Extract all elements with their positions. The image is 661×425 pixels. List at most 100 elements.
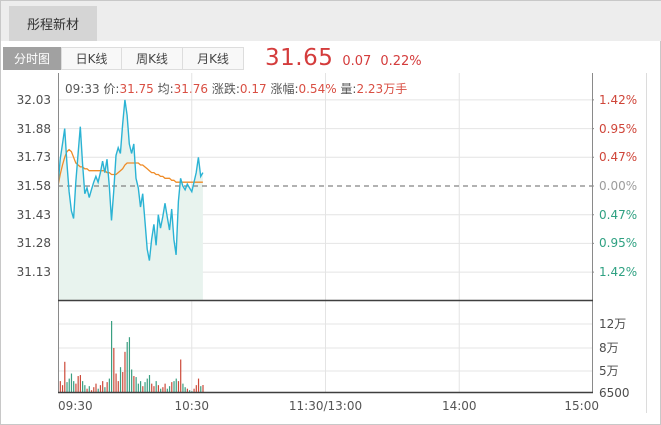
percent-axis-label: 0.95% (599, 236, 638, 251)
volume-bar (82, 381, 84, 393)
readout-segment: 09:33 (65, 82, 104, 96)
tab-weekly-kline[interactable]: 周K线 (122, 47, 183, 70)
volume-bar (186, 388, 188, 393)
time-axis-label: 11:30/13:00 (288, 399, 363, 413)
volume-bar (61, 385, 64, 393)
volume-axis-label: 12万 (599, 317, 627, 331)
tab-minute-chart[interactable]: 分时图 (3, 47, 61, 70)
last-price: 31.65 (265, 45, 334, 71)
volume-bar (90, 390, 93, 393)
price-axis-label: 31.58 (16, 179, 51, 193)
volume-bar (173, 381, 175, 393)
readout-segment: 均: (157, 82, 174, 96)
stock-name-tab[interactable]: 彤程新材 (9, 6, 97, 41)
window-title-strip: 彤程新材 (1, 1, 661, 41)
readout-segment: 31.75 (119, 82, 158, 96)
percent-axis-label: 0.47% (599, 207, 638, 222)
volume-bar (153, 386, 155, 393)
percent-axis-label: 0.47% (599, 150, 638, 165)
volume-bar (189, 390, 191, 393)
intraday-chart-canvas[interactable] (58, 73, 594, 394)
volume-bar (171, 382, 173, 393)
volume-bar (162, 387, 164, 393)
right-column-divider (646, 73, 647, 413)
readout-segment: 涨跌: (211, 82, 240, 96)
volume-bar (68, 378, 70, 393)
volume-bar (177, 381, 180, 393)
readout-segment: 量: (340, 82, 357, 96)
price-axis-label: 31.88 (16, 121, 51, 136)
price-change-percent: 0.22% (380, 54, 422, 69)
readout-segment: 价: (103, 82, 120, 96)
volume-bar (64, 361, 66, 393)
tab-daily-kline[interactable]: 日K线 (61, 47, 122, 70)
volume-bar (195, 385, 197, 393)
volume-bar (193, 388, 195, 393)
volume-bar (86, 388, 88, 393)
volume-bar (164, 383, 166, 393)
volume-bar (168, 386, 171, 393)
volume-bar (133, 376, 135, 393)
volume-bar (148, 375, 151, 393)
price-axis-label: 31.28 (16, 236, 51, 251)
volume-bar (102, 381, 104, 393)
volume-bar (155, 381, 157, 393)
volume-bar (135, 377, 137, 393)
volume-bar (137, 383, 139, 393)
percent-axis-label: 1.42% (599, 92, 638, 107)
volume-bar (157, 385, 160, 393)
percent-axis-label: 0.00% (599, 179, 638, 193)
volume-bar (144, 382, 146, 393)
volume-bar (139, 381, 142, 393)
volume-bar (75, 383, 77, 393)
volume-bar (126, 342, 128, 393)
time-axis-label: 10:30 (174, 399, 210, 413)
volume-bar (166, 388, 168, 393)
volume-bar (180, 359, 182, 393)
volume-axis-label: 8万 (599, 341, 619, 355)
volume-bar (124, 351, 126, 393)
volume-bar (142, 386, 144, 393)
price-line (58, 99, 204, 261)
price-axis-label: 31.43 (16, 207, 51, 222)
volume-bar (202, 385, 204, 393)
time-axis-label: 14:00 (441, 399, 477, 413)
volume-bar (175, 378, 177, 393)
readout-segment: 2.23万手 (356, 82, 408, 96)
volume-bar (84, 385, 86, 393)
volume-bar (95, 383, 97, 393)
volume-bar (113, 348, 115, 393)
volume-bar (66, 382, 68, 393)
volume-bar (70, 373, 73, 393)
volume-bar (77, 376, 79, 393)
volume-axis-label: 6500 (599, 386, 630, 400)
price-axis-label: 31.73 (16, 150, 51, 165)
percent-axis-label: 0.95% (599, 121, 638, 136)
chart-tab-bar: 分时图 日K线 周K线 月K线 (3, 47, 244, 70)
readout-segment: 0.17 (239, 82, 271, 96)
percent-axis-label: 1.42% (599, 265, 638, 280)
volume-bar (59, 381, 61, 393)
price-area-fill (58, 99, 203, 301)
price-axis-label: 32.03 (16, 92, 51, 107)
volume-bar (184, 387, 186, 393)
volume-bar (79, 375, 81, 393)
tab-monthly-kline[interactable]: 月K线 (183, 47, 244, 70)
volume-bar (131, 369, 133, 393)
price-change: 0.07 (342, 54, 372, 69)
volume-bar (73, 381, 75, 393)
readout-segment: 31.76 (173, 82, 212, 96)
volume-bar (111, 321, 113, 393)
time-axis-label: 09:30 (58, 399, 93, 413)
volume-bar (115, 373, 117, 393)
volume-bar (122, 372, 124, 393)
volume-bar (99, 385, 102, 393)
volume-bar (128, 337, 131, 393)
volume-bar (200, 386, 202, 393)
volume-bar (97, 388, 99, 393)
readout-segment: 涨幅: (270, 82, 299, 96)
price-axis-label: 31.13 (16, 265, 51, 280)
volume-bar (88, 386, 90, 393)
volume-bar (146, 378, 148, 393)
volume-axis-label: 5万 (599, 364, 619, 378)
